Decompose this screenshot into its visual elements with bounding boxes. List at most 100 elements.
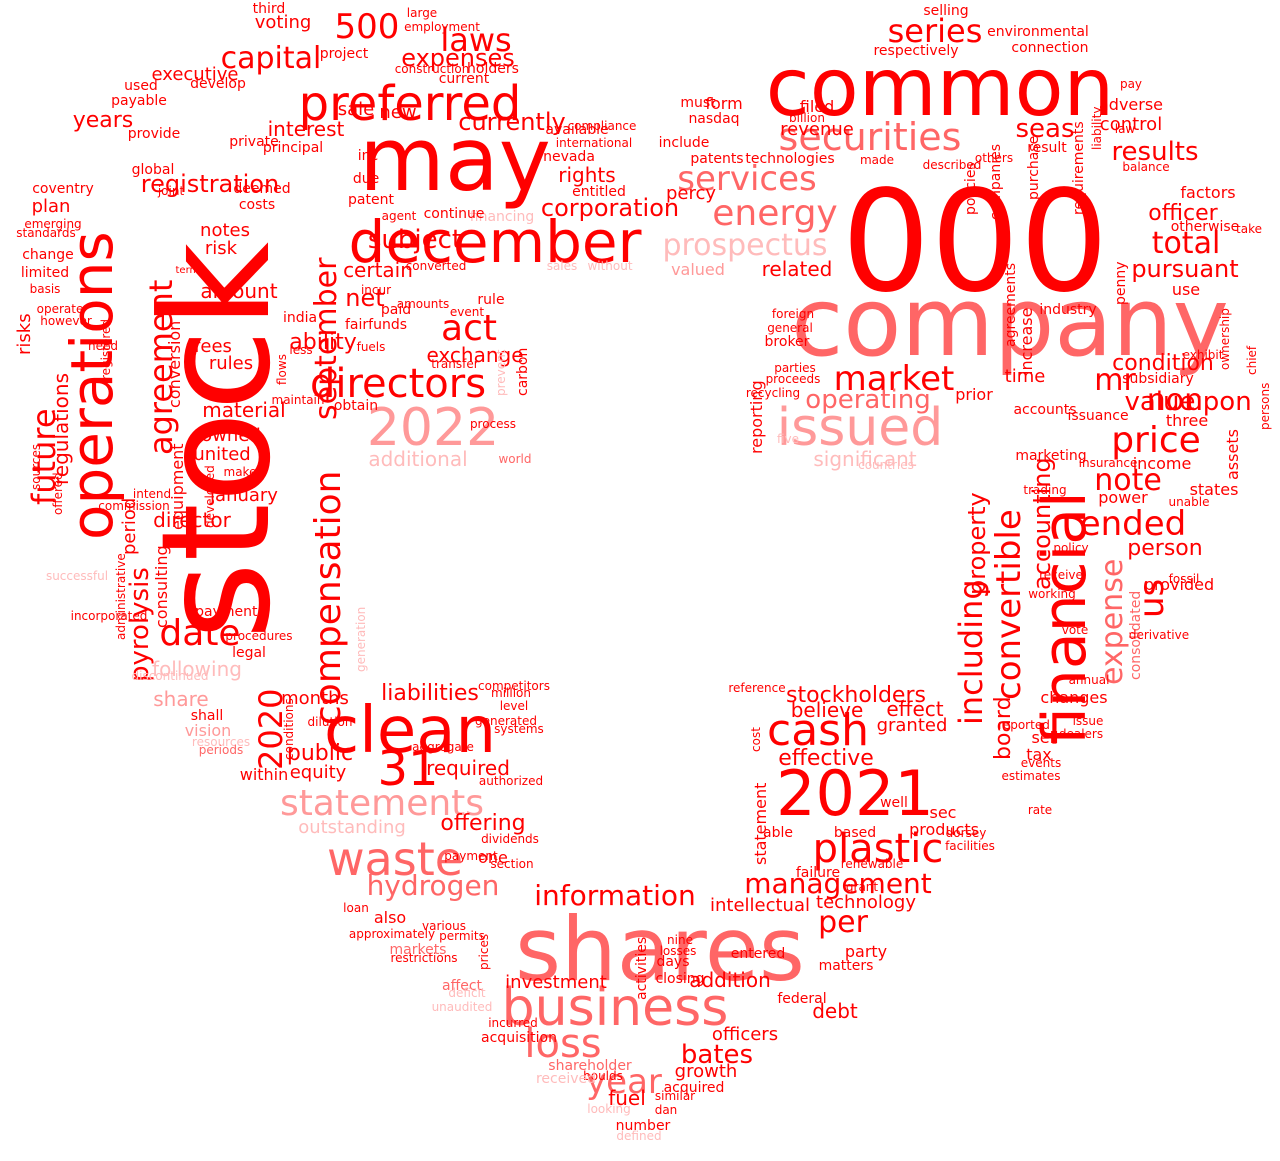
word-project: project bbox=[320, 46, 369, 62]
word-adverse: adverse bbox=[1099, 95, 1163, 114]
word-received: received bbox=[536, 1071, 596, 1087]
word-standards: standards bbox=[16, 226, 75, 240]
word-periods: periods bbox=[199, 743, 243, 757]
word-2021: 2021 bbox=[776, 757, 934, 830]
word-pay: pay bbox=[1120, 77, 1142, 91]
word-holders: holders bbox=[467, 61, 519, 77]
word-renewable: renewable bbox=[841, 857, 904, 871]
word-penny: penny bbox=[1113, 261, 1129, 305]
word-coventry: coventry bbox=[32, 181, 94, 197]
word-due: due bbox=[353, 171, 379, 187]
word-dealers: dealers bbox=[1059, 727, 1103, 741]
word-parties: parties bbox=[774, 361, 816, 375]
word-cash: cash bbox=[767, 705, 869, 756]
word-private: private bbox=[229, 134, 279, 150]
word-debt: debt bbox=[812, 999, 858, 1023]
word-environmental: environmental bbox=[987, 24, 1089, 40]
word-per: per bbox=[818, 905, 869, 940]
word-sales: sales bbox=[547, 259, 578, 273]
word-nevada: nevada bbox=[543, 149, 595, 165]
word-joint: joint bbox=[157, 184, 185, 198]
word-effect: effect bbox=[886, 697, 943, 721]
word-take: take bbox=[1236, 222, 1262, 236]
word-plan: plan bbox=[32, 196, 71, 217]
word-public: public bbox=[287, 741, 353, 766]
word-facilities: facilities bbox=[945, 839, 995, 853]
word-generated: generated bbox=[475, 714, 537, 728]
word-fees: fees bbox=[194, 336, 232, 357]
word-amount: amount bbox=[200, 279, 277, 303]
word-process: process bbox=[470, 417, 516, 431]
word-year: year bbox=[586, 1062, 662, 1102]
word-resources: resources bbox=[192, 735, 250, 749]
word-billion: billion bbox=[789, 111, 825, 125]
word-compliance: compliance bbox=[568, 119, 637, 133]
word-issued: issued bbox=[777, 398, 944, 458]
word-marketing: marketing bbox=[1015, 448, 1086, 464]
word-financing: financing bbox=[470, 209, 535, 225]
word-market: market bbox=[834, 359, 955, 399]
word-following: following bbox=[152, 657, 242, 681]
word-equity: equity bbox=[290, 762, 347, 783]
word-related: related bbox=[762, 257, 833, 281]
word-industry: industry bbox=[1039, 302, 1096, 318]
word-shareholder: shareholder bbox=[548, 1058, 632, 1074]
word-services: services bbox=[677, 159, 817, 199]
word-india: india bbox=[283, 310, 317, 326]
word-waste: waste bbox=[327, 832, 463, 886]
word-used: used bbox=[124, 78, 158, 94]
word-plastic: plastic bbox=[813, 826, 944, 872]
word-conditions: conditions bbox=[282, 698, 296, 760]
word-three: three bbox=[1166, 411, 1208, 430]
word-days: days bbox=[656, 954, 689, 970]
word-owned: owned bbox=[201, 425, 261, 446]
word-years: years bbox=[73, 108, 134, 133]
word-balance: balance bbox=[1122, 160, 1169, 174]
word-nasdaq: nasdaq bbox=[688, 111, 739, 127]
word-form: form bbox=[705, 94, 742, 113]
word-equipment: equipment bbox=[168, 443, 187, 530]
word-permits: permits bbox=[439, 929, 485, 943]
word-must: must bbox=[680, 95, 716, 111]
word-compensation: compensation bbox=[308, 471, 349, 725]
word-patents: patents bbox=[690, 151, 743, 167]
word-increase: increase bbox=[1017, 308, 1036, 375]
word-construction: construction bbox=[395, 62, 470, 76]
word-500: 500 bbox=[335, 7, 400, 47]
word-ownership: ownership bbox=[1218, 308, 1232, 370]
word-percy: percy bbox=[666, 183, 716, 204]
word-approximately: approximately bbox=[349, 927, 435, 941]
word-need: need bbox=[88, 339, 118, 353]
word-various: various bbox=[422, 919, 466, 933]
word-chief: chief bbox=[1245, 345, 1259, 375]
word-consolidated: consolidated bbox=[1128, 591, 1144, 680]
word-us: us bbox=[1132, 579, 1172, 618]
word-policy: policy bbox=[1053, 541, 1088, 555]
word-period: period bbox=[119, 498, 140, 555]
word-include: include bbox=[659, 135, 710, 151]
word-countries: countries bbox=[858, 458, 914, 472]
word-connection: connection bbox=[1011, 40, 1088, 56]
word-based: based bbox=[834, 825, 876, 841]
word-section: section bbox=[490, 857, 533, 871]
word-law: law bbox=[1115, 122, 1136, 136]
word-entitled: entitled bbox=[572, 184, 626, 200]
word-provided: provided bbox=[1144, 575, 1214, 594]
word-issue: issue bbox=[1073, 714, 1104, 728]
word-property: property bbox=[963, 492, 991, 595]
word-time: time bbox=[1005, 366, 1046, 387]
word-proceeds: proceeds bbox=[766, 372, 821, 386]
word-preferred: preferred bbox=[299, 76, 522, 132]
word-believe: believe bbox=[791, 698, 864, 722]
word-total: total bbox=[1152, 226, 1221, 261]
word-capital: capital bbox=[221, 41, 322, 76]
word-filed: filed bbox=[800, 97, 835, 116]
word-payable: payable bbox=[111, 93, 167, 109]
word-activities: activities bbox=[634, 937, 650, 1000]
word-additional: additional bbox=[368, 447, 467, 471]
word-international: international bbox=[556, 136, 632, 150]
word-including: including bbox=[952, 579, 990, 725]
word-may: may bbox=[359, 108, 551, 211]
word-dan: dan bbox=[655, 1103, 678, 1117]
